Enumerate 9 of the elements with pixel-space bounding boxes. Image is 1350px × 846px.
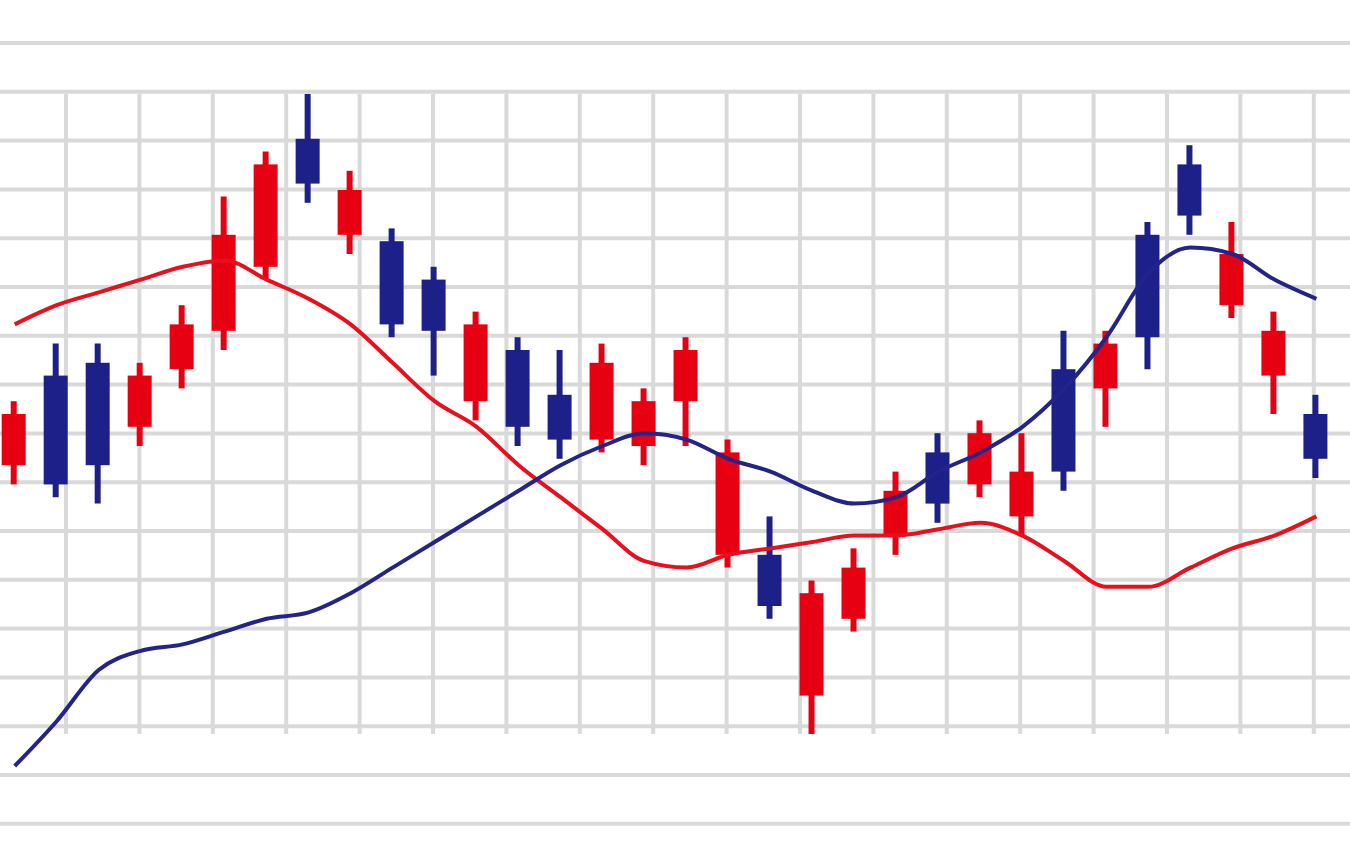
candlestick [169, 305, 194, 389]
candlestick [547, 350, 572, 459]
candlestick [631, 388, 656, 466]
candlestick [1261, 311, 1286, 414]
candlestick [295, 94, 320, 203]
candlestick [1009, 433, 1034, 536]
candlestick [1303, 394, 1328, 478]
candlestick [1093, 330, 1118, 427]
candlestick [337, 170, 362, 254]
